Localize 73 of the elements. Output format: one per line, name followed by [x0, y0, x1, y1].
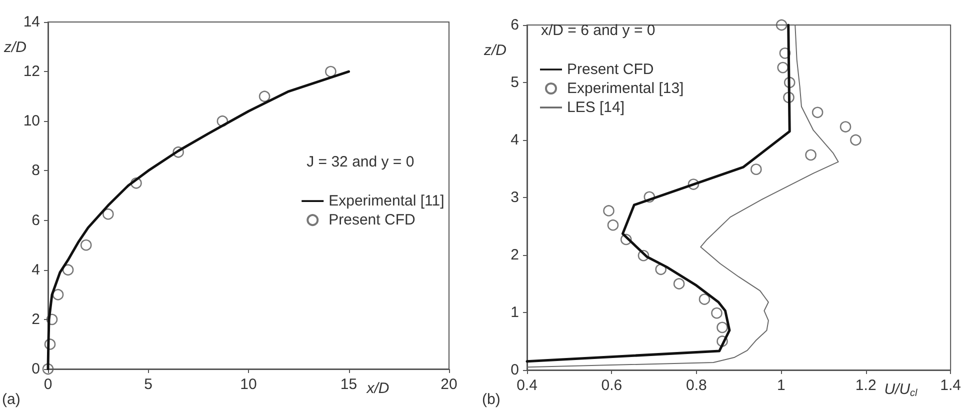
- point: [102, 208, 114, 220]
- x-tick-label: 0.4: [516, 377, 538, 394]
- point: [711, 307, 722, 319]
- point: [638, 250, 650, 262]
- y-tick-label: 14: [23, 14, 40, 30]
- line-series: [526, 24, 791, 363]
- y-tick-label: 12: [23, 63, 40, 80]
- point: [42, 363, 54, 375]
- x-tick-label: 15: [340, 376, 358, 393]
- x-axis-title: x/D: [366, 380, 390, 397]
- point: [644, 191, 656, 203]
- point: [620, 234, 632, 246]
- x-tick-label: 5: [144, 376, 152, 393]
- point: [603, 205, 614, 216]
- annotation: x/D = 6 and y = 0: [541, 22, 656, 39]
- x-tick-label: 0: [44, 376, 52, 393]
- y-tick-label: 3: [510, 189, 519, 206]
- point: [850, 134, 862, 146]
- point: [812, 106, 824, 118]
- point: [130, 177, 142, 189]
- legend-label: Present CFD: [567, 61, 654, 78]
- legend-label: Experimental [13]: [567, 80, 684, 97]
- point: [779, 48, 791, 59]
- y-tick-label: 0: [510, 362, 519, 378]
- x-tick-label: 1: [776, 377, 786, 394]
- point: [805, 149, 816, 161]
- point: [784, 76, 796, 88]
- point: [52, 288, 64, 300]
- y-tick-label: 2: [32, 310, 40, 328]
- y-tick-label: 8: [32, 162, 40, 180]
- point: [46, 314, 58, 326]
- y-tick-label: 6: [32, 212, 40, 229]
- x-tick-label: 0.6: [601, 377, 622, 394]
- y-tick-label: 2: [510, 246, 519, 264]
- y-axis-title: z/D: [3, 39, 27, 56]
- y-tick-label: 6: [510, 16, 519, 34]
- point: [325, 66, 336, 78]
- y-tick-label: 4: [510, 132, 519, 148]
- x-tick-label: 10: [240, 376, 257, 393]
- x-tick-label: 1.4: [940, 377, 962, 394]
- text: (b): [482, 391, 500, 408]
- point: [62, 264, 74, 276]
- x-tick-label: 1.2: [855, 377, 876, 394]
- point: [44, 338, 56, 350]
- point: [716, 322, 728, 334]
- point: [80, 239, 92, 251]
- y-tick-label: 0: [32, 360, 40, 378]
- legend-label: LES [14]: [567, 99, 625, 116]
- annotation: J = 32 and y = 0: [306, 154, 414, 171]
- point: [172, 146, 184, 158]
- point: [777, 62, 788, 74]
- x-tick-label: 20: [440, 376, 458, 393]
- point: [673, 278, 685, 290]
- point: [688, 178, 700, 190]
- point: [607, 219, 619, 231]
- y-tick-label: 4: [32, 261, 40, 278]
- y-tick-label: 1: [510, 304, 519, 321]
- x-tick-label: 0.8: [686, 377, 707, 394]
- legend-label: Present CFD: [328, 212, 416, 229]
- y-tick-label: 10: [23, 112, 40, 130]
- point: [840, 121, 852, 132]
- y-tick-label: 5: [510, 74, 519, 91]
- legend-label: Experimental [11]: [328, 192, 444, 210]
- point: [258, 90, 270, 102]
- point: [216, 115, 228, 127]
- point: [783, 92, 794, 104]
- point: [776, 19, 788, 31]
- point: [698, 294, 710, 305]
- point: [716, 336, 728, 347]
- line-series: [526, 24, 839, 368]
- y-axis-title: z/D: [483, 42, 507, 59]
- text: (a): [2, 391, 20, 408]
- point: [750, 164, 762, 175]
